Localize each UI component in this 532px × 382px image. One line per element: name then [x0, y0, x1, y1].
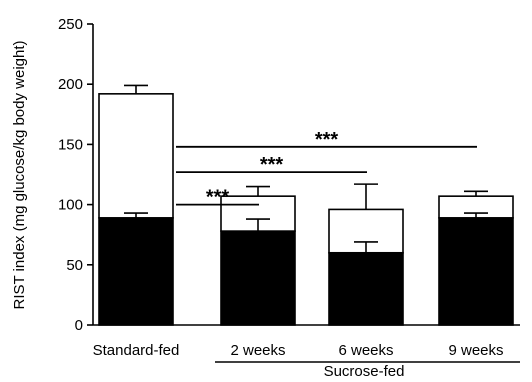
significance-label: *** — [315, 129, 339, 151]
bar-segment-lower — [438, 217, 514, 326]
x-tick-label: 6 weeks — [338, 342, 393, 359]
significance-label: *** — [260, 154, 284, 176]
y-tick-label: 100 — [58, 197, 83, 214]
x-tick-label: 9 weeks — [448, 342, 503, 359]
y-axis: 0 50 100 150 200 250 — [58, 16, 94, 334]
error-bars — [124, 84, 488, 253]
x-tick-label: 2 weeks — [230, 342, 285, 359]
bar-segment-lower — [220, 230, 296, 326]
y-axis-title: RIST index (mg glucose/kg body weight) — [11, 40, 28, 309]
y-tick-label: 150 — [58, 136, 83, 153]
bar-segment-upper — [98, 93, 174, 219]
significance-brackets: *** *** *** — [176, 129, 477, 209]
y-tick-label: 200 — [58, 76, 83, 93]
x-axis: Standard-fed 2 weeks 6 weeks 9 weeks — [93, 324, 520, 363]
significance-label: *** — [206, 187, 230, 209]
y-tick-label: 50 — [66, 257, 83, 274]
stacked-bars — [98, 93, 514, 326]
y-tick-label: 0 — [75, 317, 83, 334]
y-tick-label: 250 — [58, 16, 83, 33]
bar-segment-lower — [98, 217, 174, 326]
bar-segment-lower — [328, 251, 404, 326]
x-tick-label: Standard-fed — [93, 342, 180, 359]
x-group-label: Sucrose-fed — [324, 363, 405, 380]
